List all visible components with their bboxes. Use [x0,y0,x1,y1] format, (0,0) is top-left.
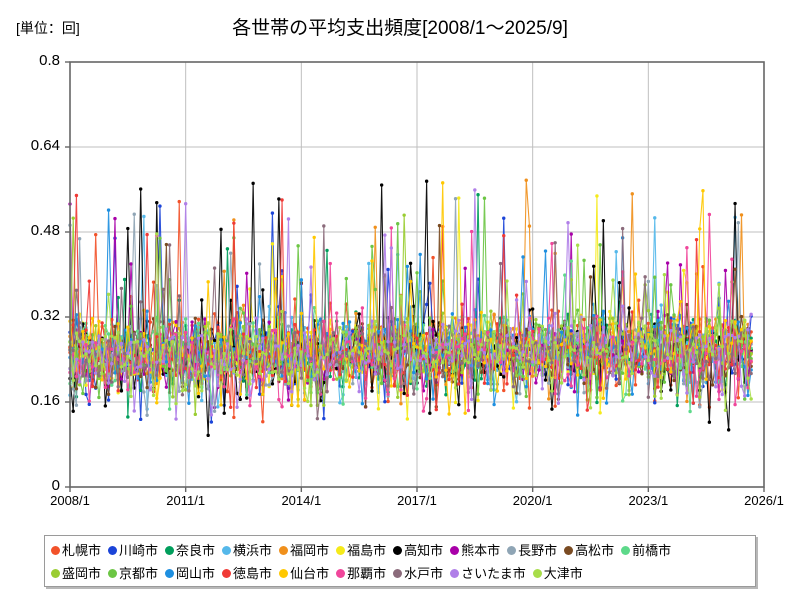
legend-label: 福岡市 [290,543,330,558]
legend-label: 盛岡市 [62,566,102,581]
series-group [68,178,753,438]
legend-item-長野市[interactable]: 長野市 [507,544,557,557]
legend-item-大津市[interactable]: 大津市 [532,566,583,581]
legend-marker-icon [222,569,232,578]
legend-label: 高知市 [404,543,444,558]
y-tick-label: 0.8 [39,52,60,69]
legend-label: 高松市 [575,543,615,558]
legend-marker-icon [621,546,631,555]
legend-marker-icon [532,569,542,578]
legend-label: 横浜市 [233,543,273,558]
y-tick-label: 0.64 [30,137,60,154]
legend-item-福島市[interactable]: 福島市 [336,544,386,557]
legend-item-仙台市[interactable]: 仙台市 [279,567,329,580]
chart-legend: 札幌市 川崎市 奈良市 横浜市 福岡市 福島市 高知市 熊本市 長野市 高松市 前橋市盛岡市 京都市 岡… [44,535,756,587]
legend-marker-icon [564,546,574,555]
legend-label: 徳島市 [233,566,273,581]
legend-item-岡山市[interactable]: 岡山市 [165,567,215,580]
legend-label: 水戸市 [404,566,444,581]
legend-marker-icon [51,569,60,578]
legend-item-川崎市[interactable]: 川崎市 [108,544,158,557]
legend-item-徳島市[interactable]: 徳島市 [222,567,272,580]
legend-item-前橋市[interactable]: 前橋市 [621,544,671,557]
x-tick-label: 2023/1 [628,493,669,508]
legend-row: 盛岡市 京都市 岡山市 徳島市 仙台市 那覇市 水戸市 さいたま市 大津市 [51,562,749,585]
series-19 [68,232,753,413]
x-tick-label: 2014/1 [281,493,322,508]
y-tick-label: 0.16 [30,392,60,409]
legend-item-京都市[interactable]: 京都市 [108,567,158,580]
legend-marker-icon [165,546,175,555]
legend-item-熊本市[interactable]: 熊本市 [450,544,500,557]
legend-marker-icon [393,546,403,555]
legend-item-札幌市[interactable]: 札幌市 [51,544,101,557]
legend-marker-icon [507,546,517,555]
axis-frame [65,61,765,492]
legend-label: 川崎市 [119,543,159,558]
legend-label: 岡山市 [176,566,216,581]
x-tick-label: 2026/1 [744,493,784,508]
legend-marker-icon [165,569,175,578]
x-tick-label: 2020/1 [512,493,553,508]
legend-item-高知市[interactable]: 高知市 [393,544,443,557]
legend-label: 仙台市 [290,566,330,581]
legend-marker-icon [336,569,346,578]
legend-label: さいたま市 [461,566,526,581]
x-tick-label: 2011/1 [166,493,206,508]
y-tick-label: 0.48 [30,222,60,239]
legend-item-高松市[interactable]: 高松市 [564,544,614,557]
legend-label: 熊本市 [461,543,501,558]
x-tick-label: 2017/1 [397,493,437,508]
legend-marker-icon [279,569,289,578]
page-title: 各世帯の平均支出頻度[2008/1～2025/9] [232,18,568,39]
legend-item-那覇市[interactable]: 那覇市 [336,567,386,580]
legend-label: 前橋市 [632,543,672,558]
legend-marker-icon [108,569,118,578]
legend-label: 大津市 [543,566,583,581]
legend-item-盛岡市[interactable]: 盛岡市 [51,567,101,580]
legend-label: 長野市 [518,543,558,558]
legend-item-水戸市[interactable]: 水戸市 [393,567,443,580]
legend-marker-icon [279,546,289,555]
legend-marker-icon [108,546,118,555]
legend-item-奈良市[interactable]: 奈良市 [165,544,215,557]
legend-label: 福島市 [347,543,387,558]
legend-item-さいたま市[interactable]: さいたま市 [450,567,526,580]
legend-marker-icon [450,546,460,555]
legend-row: 札幌市 川崎市 奈良市 横浜市 福岡市 福島市 高知市 熊本市 長野市 高松市 前橋市 [51,539,749,562]
legend-marker-icon [51,546,60,555]
legend-label: 札幌市 [62,543,102,558]
legend-label: 那覇市 [347,566,387,581]
x-tick-label: 2008/1 [50,493,90,508]
gridlines [70,61,764,487]
y-tick-label: 0.32 [30,307,60,324]
legend-marker-icon [393,569,403,578]
legend-marker-icon [336,546,346,555]
legend-label: 奈良市 [176,543,216,558]
unit-label: [単位：回] [16,20,80,36]
legend-item-福岡市[interactable]: 福岡市 [279,544,329,557]
y-tick-label: 0 [51,477,60,494]
legend-item-横浜市[interactable]: 横浜市 [222,544,272,557]
legend-label: 京都市 [119,566,159,581]
legend-marker-icon [222,546,232,555]
legend-marker-icon [450,569,460,578]
